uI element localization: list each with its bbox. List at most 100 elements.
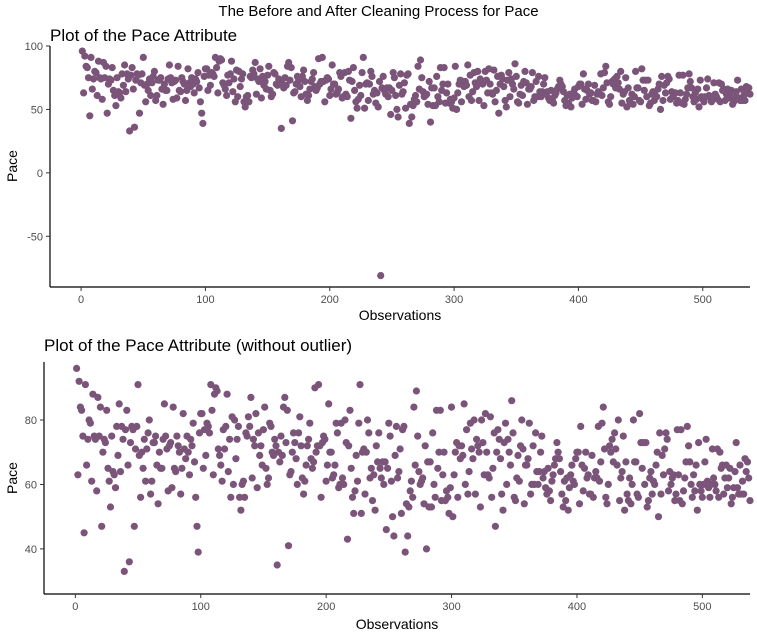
chart2-point (597, 458, 605, 466)
chart2-point (727, 500, 735, 508)
chart2-point (621, 506, 629, 514)
chart1-point (644, 76, 652, 84)
chart2-point (110, 471, 118, 479)
chart1-point (256, 65, 264, 73)
chart2-point (209, 471, 217, 479)
chart1-point (587, 89, 595, 97)
chart2-point (267, 422, 275, 430)
chart2-point (384, 464, 392, 472)
chart2-point (214, 445, 222, 453)
chart2-point (652, 461, 660, 469)
chart1-point (402, 104, 410, 112)
chart2-point (341, 416, 349, 424)
chart2-point (239, 477, 247, 485)
chart2-point (656, 429, 664, 437)
chart2-point (706, 493, 714, 501)
chart2-point (695, 439, 703, 447)
chart1-point (326, 91, 334, 100)
chart2-point (602, 493, 610, 501)
chart1-point (661, 89, 670, 97)
chart2-point (390, 532, 398, 540)
chart2-point (461, 480, 469, 488)
chart1-title: Plot of the Pace Attribute (50, 26, 237, 45)
chart2-point (463, 426, 471, 434)
chart1-point (510, 85, 518, 93)
chart1-point (286, 76, 294, 84)
chart2-point (687, 480, 695, 488)
chart1-point (629, 100, 637, 108)
chart2-point (623, 490, 631, 498)
chart2-point (604, 480, 612, 488)
chart1-point (88, 85, 96, 93)
chart2-point (465, 468, 473, 476)
chart2-point (663, 435, 671, 443)
chart2-point (612, 445, 620, 453)
chart1-point (269, 90, 277, 98)
chart1-point (199, 119, 207, 127)
chart2-point (365, 429, 373, 437)
chart2-point (108, 432, 116, 440)
chart1-point (328, 61, 336, 69)
chart1-point (135, 109, 144, 117)
chart1-point (288, 117, 297, 125)
chart2-point (259, 426, 267, 434)
chart2-point (78, 406, 86, 414)
chart2-point (105, 477, 113, 485)
chart2-point (716, 448, 724, 456)
chart1-point (80, 89, 88, 97)
chart1-point (550, 99, 558, 107)
chart2-point (690, 471, 698, 479)
chart2-point (534, 480, 542, 488)
chart1-point (130, 123, 139, 131)
chart2-point (592, 468, 600, 476)
chart2-point (288, 448, 296, 456)
chart2-point (491, 522, 499, 530)
chart1-point (138, 70, 146, 78)
chart2-point (535, 468, 543, 476)
chart1-point (617, 67, 625, 75)
chart1-point (506, 93, 514, 101)
chart1-point (418, 74, 426, 82)
chart2-point (611, 429, 619, 437)
chart2-point (460, 400, 468, 408)
chart2-point (152, 432, 160, 440)
chart1-point (632, 67, 640, 75)
chart2-point (464, 490, 472, 498)
chart2-point (80, 529, 88, 537)
chart2-point (312, 448, 320, 456)
chart2-point (407, 477, 415, 485)
chart1-point (227, 57, 236, 65)
chart1-point (310, 69, 318, 77)
chart2-point (394, 474, 402, 482)
chart2-point (558, 490, 566, 498)
chart2-point (88, 477, 96, 485)
chart2-point (322, 477, 330, 485)
chart2-point (419, 474, 427, 482)
chart2-point (296, 413, 304, 421)
chart2-point (145, 416, 153, 424)
chart2-point (414, 432, 422, 440)
chart2-point (436, 406, 444, 414)
chart2-point (683, 422, 691, 430)
chart2-point (154, 500, 162, 508)
chart2-y-tick-label-80: 80 (25, 415, 37, 427)
chart2-point (501, 419, 510, 427)
chart2-point (351, 487, 359, 495)
chart2-point (160, 400, 168, 408)
chart2-points (73, 364, 754, 576)
chart2-x-tick-label-100: 100 (192, 601, 210, 613)
chart2-point (499, 506, 507, 514)
chart2-point (606, 442, 614, 450)
chart2-point (570, 480, 579, 488)
chart1-point (181, 96, 190, 105)
chart2-x-axis-title: Observations (356, 616, 438, 632)
chart2-point (636, 410, 644, 418)
chart1-point (351, 86, 359, 94)
chart1-point (159, 100, 167, 108)
chart1-point (165, 61, 173, 69)
chart2-point (278, 451, 286, 459)
chart2-point (271, 435, 279, 443)
chart2-point (523, 461, 531, 469)
chart1-point (686, 77, 694, 86)
chart1-point (393, 105, 401, 113)
